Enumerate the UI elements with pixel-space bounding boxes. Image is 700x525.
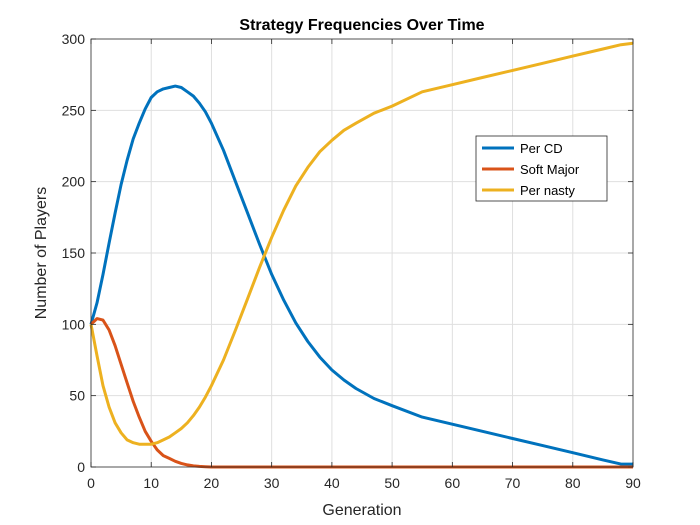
y-tick-label: 0 (77, 459, 85, 475)
x-tick-label: 40 (324, 475, 340, 491)
x-tick-label: 70 (505, 475, 521, 491)
x-tick-label: 90 (625, 475, 641, 491)
y-tick-label: 200 (62, 174, 86, 190)
y-tick-label: 300 (62, 31, 86, 47)
x-tick-label: 0 (87, 475, 95, 491)
series-line-per-nasty (89, 41, 634, 446)
tick-labels: 0 10 20 30 40 50 60 70 80 90 0 50 100 150 200 250 300 (62, 31, 641, 491)
axes (90, 38, 634, 468)
series-line-per-cd (89, 84, 633, 466)
legend-label-per-cd: Per CD (520, 141, 563, 156)
y-tick-label: 150 (62, 245, 86, 261)
y-tick-label: 50 (69, 388, 85, 404)
x-tick-label: 20 (204, 475, 220, 491)
legend-label-soft-major: Soft Major (520, 162, 580, 177)
legend-label-per-nasty: Per nasty (520, 183, 575, 198)
x-axis-label: Generation (322, 502, 401, 519)
x-tick-label: 10 (143, 475, 159, 491)
x-tick-label: 60 (445, 475, 461, 491)
x-tick-label: 80 (565, 475, 581, 491)
y-tick-label: 250 (62, 102, 86, 118)
y-axis-label: Number of Players (33, 187, 50, 320)
legend: Per CD Soft Major Per nasty (475, 135, 608, 202)
y-tick-label: 100 (62, 316, 86, 332)
grid (91, 39, 633, 467)
x-tick-label: 50 (384, 475, 400, 491)
x-tick-label: 30 (264, 475, 280, 491)
chart-title: Strategy Frequencies Over Time (239, 17, 484, 34)
